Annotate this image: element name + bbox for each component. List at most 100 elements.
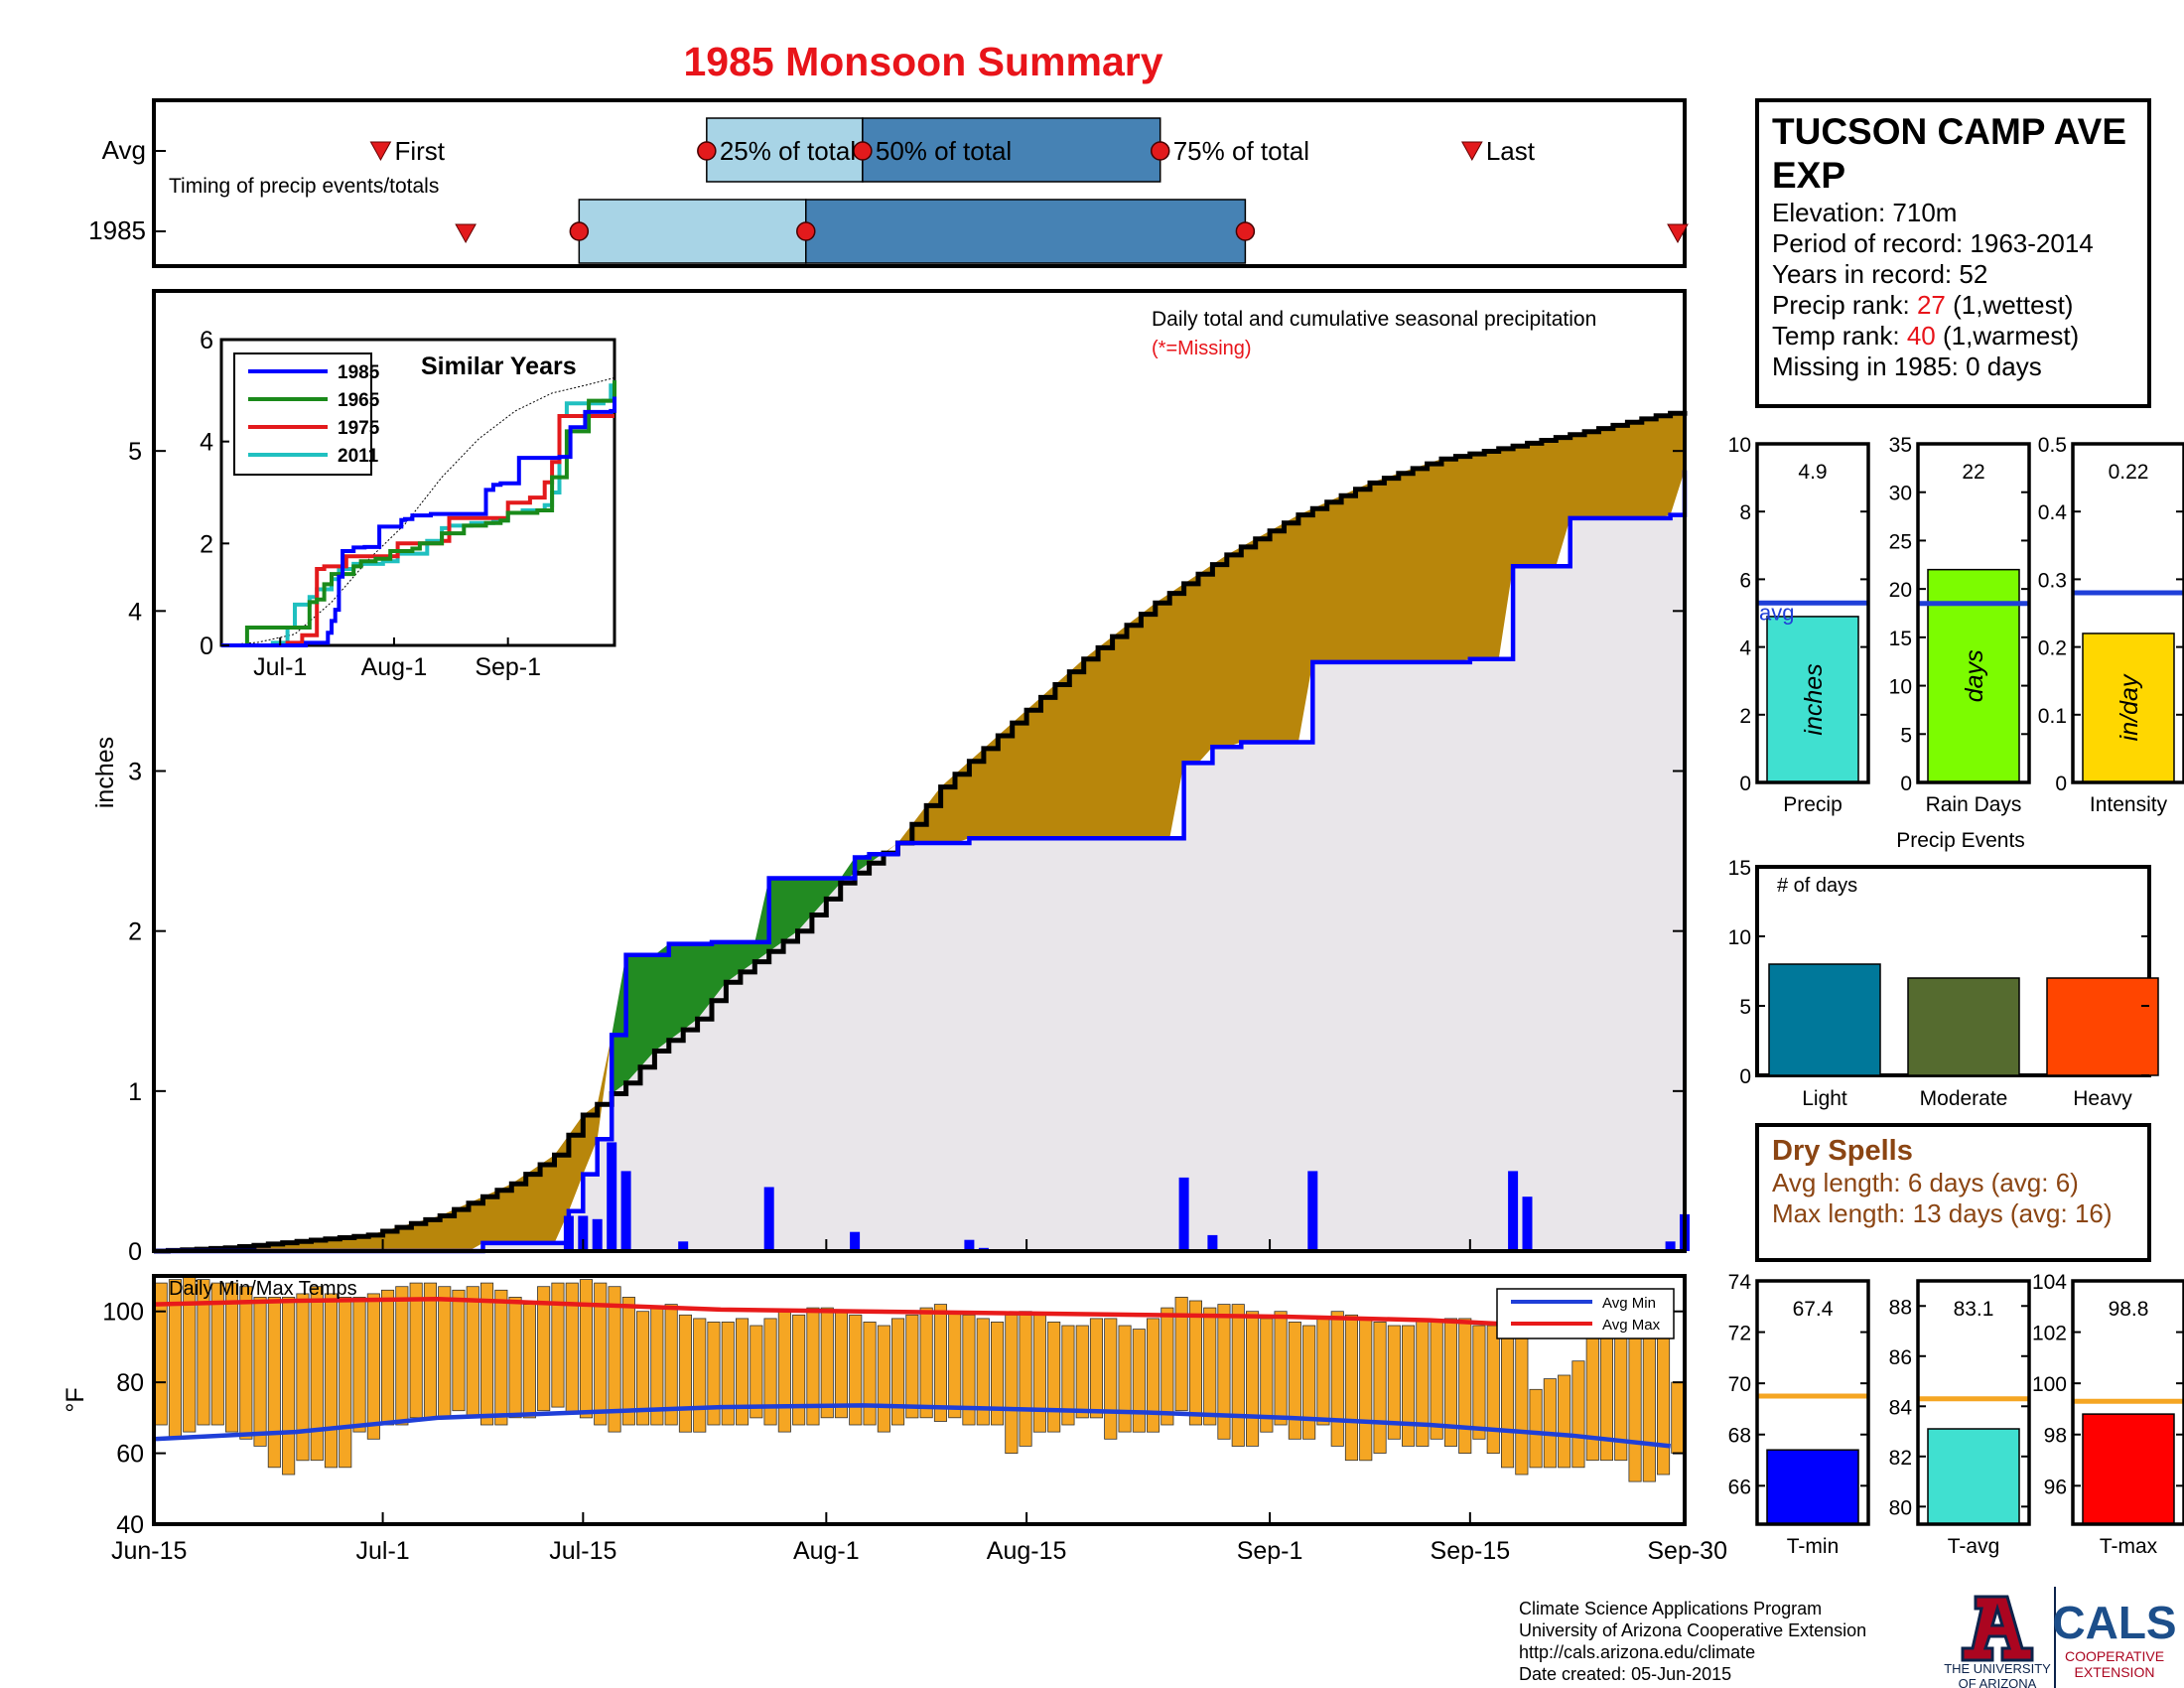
dry-spells-title: Dry Spells — [1772, 1135, 1913, 1167]
small-y-tick-label: 72 — [1728, 1323, 1751, 1345]
daily-temp-bar — [466, 1286, 479, 1419]
small-y-tick-label: 4 — [1739, 637, 1751, 660]
y-tick-label: 3 — [128, 759, 142, 786]
dry-spells-frame — [1755, 1123, 2151, 1262]
year-first-marker — [455, 223, 477, 244]
daily-temp-bar — [1430, 1322, 1443, 1440]
daily-precip-bar — [850, 1231, 861, 1251]
daily-temp-bar — [1472, 1325, 1486, 1440]
station-elevation: Elevation: 710m — [1772, 198, 1957, 227]
daily-temp-bar — [352, 1297, 366, 1433]
daily-temp-bar — [267, 1297, 281, 1469]
temp-x-tick-label: Aug-15 — [987, 1537, 1067, 1565]
event-category-label: Light — [1802, 1087, 1847, 1110]
avg-q25-label: 25% of total — [720, 136, 856, 166]
daily-temp-bar — [1089, 1318, 1104, 1419]
daily-temp-bar — [1104, 1318, 1118, 1440]
footer-line2: University of Arizona Cooperative Extens… — [1519, 1620, 1866, 1640]
daily-temp-bar — [1302, 1325, 1316, 1440]
daily-temp-bar — [452, 1289, 466, 1412]
daily-precip-bar — [1307, 1171, 1318, 1251]
events-ylabel: # of days — [1777, 875, 1857, 897]
daily-temp-bar — [1458, 1318, 1472, 1455]
temp-x-tick-label: Sep-1 — [1237, 1537, 1303, 1565]
daily-temp-bar — [678, 1314, 692, 1433]
daily-precip-bar — [1665, 1241, 1676, 1251]
main-axes: 0 1 2 3 4 5 — [128, 438, 1686, 1266]
small-y-tick-label: 15 — [1889, 628, 1912, 650]
inset-y-tick-label: 0 — [200, 633, 213, 660]
year-q50-marker — [796, 221, 816, 241]
daily-temp-bar — [1359, 1318, 1373, 1462]
station-name-line2: EXP — [1772, 155, 1845, 196]
daily-temp-bar — [1118, 1325, 1132, 1433]
similar-years-inset: 0 2 4 6 Jul-1 Aug-1 Sep-1 1985 1965 1975 2011 Sim… — [200, 327, 616, 681]
daily-precip-bar — [1178, 1177, 1189, 1251]
daily-temp-bar — [608, 1286, 621, 1433]
daily-temp-bar — [395, 1286, 409, 1426]
event-bar — [1907, 977, 2020, 1076]
temp-x-tick-label: Jul-1 — [355, 1537, 409, 1565]
daily-temp-bar — [1288, 1322, 1301, 1440]
small-y-tick-label: 104 — [2032, 1271, 2067, 1294]
daily-temp-bar — [1543, 1378, 1557, 1469]
inset-legend-items: 1985 1965 1975 2011 — [248, 362, 380, 467]
daily-temp-bar — [423, 1282, 437, 1419]
daily-temp-bar — [551, 1282, 565, 1408]
daily-temp-bar — [339, 1297, 352, 1469]
y-tick-label: 0 — [128, 1238, 142, 1266]
small-x-label: T-max — [2100, 1535, 2158, 1558]
precip-total-chart: 4.9 0 2 4 6 8 10 Precip inches avg — [1728, 434, 1870, 816]
daily-temp-bar — [253, 1297, 267, 1447]
temp-plot-background — [154, 1276, 1685, 1524]
avg-label: avg — [1759, 600, 1794, 625]
inset-y-tick-label: 6 — [200, 327, 213, 354]
value-bar — [1766, 1449, 1859, 1525]
small-x-label: Precip — [1783, 793, 1843, 816]
event-y-tick-label: 15 — [1728, 857, 1751, 880]
daily-temp-bar — [1671, 1381, 1685, 1454]
year-q25-q50-box — [578, 199, 807, 264]
temp-y-tick-label: 40 — [116, 1511, 144, 1539]
avg-min-temp-line — [153, 1403, 1671, 1449]
daily-temp-bar — [366, 1293, 380, 1440]
small-y-tick-label: 88 — [1889, 1296, 1912, 1319]
avg-q25-marker — [697, 141, 717, 161]
daily-temp-bar — [380, 1289, 395, 1426]
small-chart-frame — [2071, 442, 2184, 784]
daily-temp-bar — [1005, 1314, 1019, 1455]
daily-temp-bar — [877, 1325, 890, 1433]
y-tick-label: 5 — [128, 438, 142, 466]
daily-temp-bar — [905, 1314, 919, 1419]
below-average-deficit-fill — [154, 410, 1685, 1251]
daily-precip-bar — [578, 1215, 589, 1251]
temperature-panel: 40 60 80 100 Jun-15 Jul-1 Jul-15 Aug-1 Aug-15 Sep… — [62, 1274, 1727, 1565]
inset-x-tick-label: Jul-1 — [253, 653, 307, 681]
daily-temp-bar — [933, 1304, 947, 1422]
inset-content: 0 2 4 6 Jul-1 Aug-1 Sep-1 — [200, 327, 616, 681]
missing-note: (*=Missing) — [1152, 338, 1252, 359]
daily-precip-bar — [763, 1187, 774, 1251]
small-chart-frame — [1755, 1279, 1870, 1526]
small-y-tick-label: 68 — [1728, 1425, 1751, 1448]
temp-legend: Avg Min Avg Max — [1496, 1288, 1675, 1339]
daily-temp-bar — [210, 1282, 224, 1426]
small-y-tick-label: 35 — [1889, 434, 1912, 457]
timing-marks: First 25% of total 50% of total 75% of tota… — [154, 117, 1689, 264]
small-y-tick-label: 84 — [1889, 1396, 1913, 1419]
temp-y-tick-label: 100 — [102, 1299, 144, 1327]
daily-temp-bar — [1019, 1311, 1032, 1447]
daily-temp-bar — [479, 1282, 494, 1426]
daily-temp-bar — [806, 1307, 820, 1426]
timing-row-year: 1985 — [88, 215, 146, 245]
inset-legend-label: 1975 — [338, 418, 380, 439]
small-y-tick-label: 70 — [1728, 1373, 1751, 1396]
small-y-tick-label: 10 — [1889, 676, 1912, 699]
daily-temp-bar — [1061, 1325, 1075, 1426]
daily-temp-bar — [1188, 1300, 1203, 1426]
daily-precip-bar — [620, 1171, 631, 1251]
daily-temp-bar — [962, 1314, 976, 1426]
small-y-tick-label: 2 — [1739, 705, 1751, 728]
daily-temp-bar — [750, 1325, 763, 1419]
unit-label: days — [1961, 649, 1988, 702]
